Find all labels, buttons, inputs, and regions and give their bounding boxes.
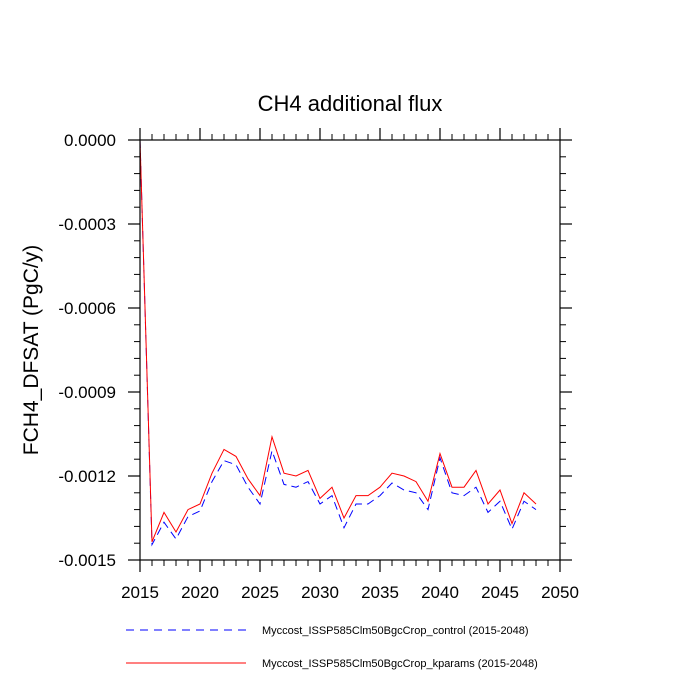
y-tick-label: -0.0015 (58, 551, 116, 570)
series-line-kparams (139, 139, 537, 542)
legend-label: Myccost_ISSP585Clm50BgcCrop_kparams (201… (262, 658, 538, 670)
chart-title: CH4 additional flux (258, 91, 443, 116)
y-tick-label: -0.0012 (58, 467, 116, 486)
y-tick-label: -0.0003 (58, 215, 116, 234)
x-tick-label: 2050 (541, 583, 579, 602)
y-tick-label: -0.0009 (58, 383, 116, 402)
x-tick-label: 2045 (481, 583, 519, 602)
x-tick-labels: 2015 2020 2025 2030 2035 2040 2045 2050 (121, 583, 579, 602)
x-tick-label: 2040 (421, 583, 459, 602)
legend-label: Myccost_ISSP585Clm50BgcCrop_control (201… (262, 625, 529, 637)
y-tick-label: -0.0006 (58, 299, 116, 318)
y-axis-label: FCH4_DFSAT (PgC/y) (20, 245, 43, 455)
x-tick-label: 2035 (361, 583, 399, 602)
y-tick-label: 0.0000 (64, 131, 116, 150)
legend: Myccost_ISSP585Clm50BgcCrop_control (201… (126, 625, 538, 670)
axis-ticks (128, 128, 572, 572)
plot-frame (139, 139, 561, 561)
y-tick-labels: 0.0000 -0.0003 -0.0006 -0.0009 -0.0012 -0.001… (58, 131, 116, 570)
x-tick-label: 2025 (241, 583, 279, 602)
x-tick-label: 2030 (301, 583, 339, 602)
x-tick-label: 2015 (121, 583, 159, 602)
series-line-control (139, 139, 537, 547)
x-tick-label: 2020 (181, 583, 219, 602)
plot-series (139, 139, 537, 547)
